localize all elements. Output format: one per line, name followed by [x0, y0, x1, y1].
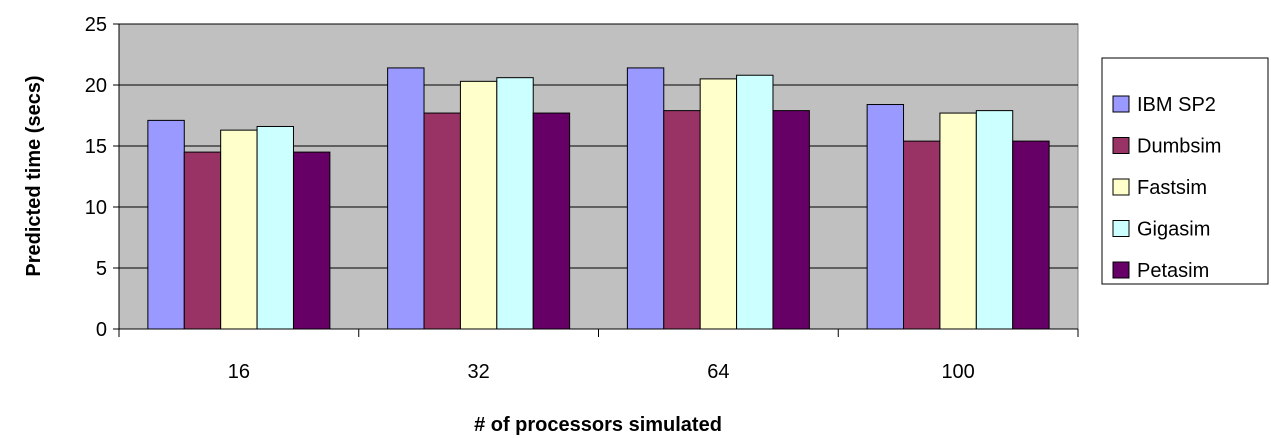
legend-swatch [1112, 95, 1130, 113]
x-tick-label: 100 [941, 361, 974, 383]
legend-swatch [1112, 220, 1130, 237]
y-axis-title: Predicted time (secs) [23, 75, 45, 276]
bar-fastsim-64 [699, 78, 738, 330]
x-tick-labels: 16 32 64 100 [228, 361, 975, 383]
y-tick-labels: 0 5 10 15 20 25 [85, 14, 107, 341]
bar-dumbsim-100 [903, 140, 941, 330]
y-tick-label: 20 [85, 75, 107, 97]
bar-dumbsim-16 [183, 151, 222, 330]
bar-ibm-sp2-64 [626, 67, 665, 330]
legend-label: Dumbsim [1137, 136, 1221, 158]
bar-gigasim-16 [256, 125, 294, 330]
legend-swatch [1112, 178, 1130, 196]
legend-label: Gigasim [1137, 219, 1210, 241]
x-tick-label: 64 [707, 361, 729, 383]
y-tick-label: 0 [96, 319, 107, 341]
bar-petasim-100 [1012, 140, 1050, 330]
bar-dumbsim-64 [663, 110, 701, 330]
bar-petasim-64 [772, 110, 810, 330]
legend-swatch [1112, 261, 1130, 279]
bars [147, 67, 1050, 330]
bar-ibm-sp2-16 [147, 119, 185, 330]
bar-ibm-sp2-100 [866, 104, 905, 330]
bar-ibm-sp2-32 [387, 67, 425, 330]
x-axis-title: # of processors simulated [474, 414, 722, 436]
y-tick-label: 5 [96, 258, 107, 280]
legend-box [1101, 57, 1269, 285]
y-tick-label: 10 [85, 197, 107, 219]
legend-label: Petasim [1137, 260, 1209, 282]
legend-swatch [1112, 137, 1130, 154]
legend-label: IBM SP2 [1137, 94, 1216, 116]
x-tick-label: 32 [468, 361, 490, 383]
legend-label: Fastsim [1137, 177, 1207, 199]
legend: IBM SP2 Dumbsim Fastsim Gigasim Petasim [1101, 57, 1269, 285]
bar-petasim-16 [292, 151, 331, 330]
x-tick-label: 16 [228, 361, 250, 383]
y-tick-label: 25 [85, 14, 107, 36]
bar-fastsim-16 [220, 129, 258, 330]
bar-fastsim-100 [939, 112, 977, 330]
bar-gigasim-64 [736, 74, 774, 330]
y-tick-label: 15 [85, 136, 107, 158]
bar-gigasim-32 [496, 77, 534, 330]
bar-gigasim-100 [975, 110, 1014, 330]
axes [113, 23, 1079, 337]
legend-items: IBM SP2 Dumbsim Fastsim Gigasim Petasim [1112, 94, 1221, 282]
bar-fastsim-32 [459, 80, 498, 330]
bar-petasim-32 [532, 112, 571, 330]
bar-dumbsim-32 [423, 112, 461, 330]
